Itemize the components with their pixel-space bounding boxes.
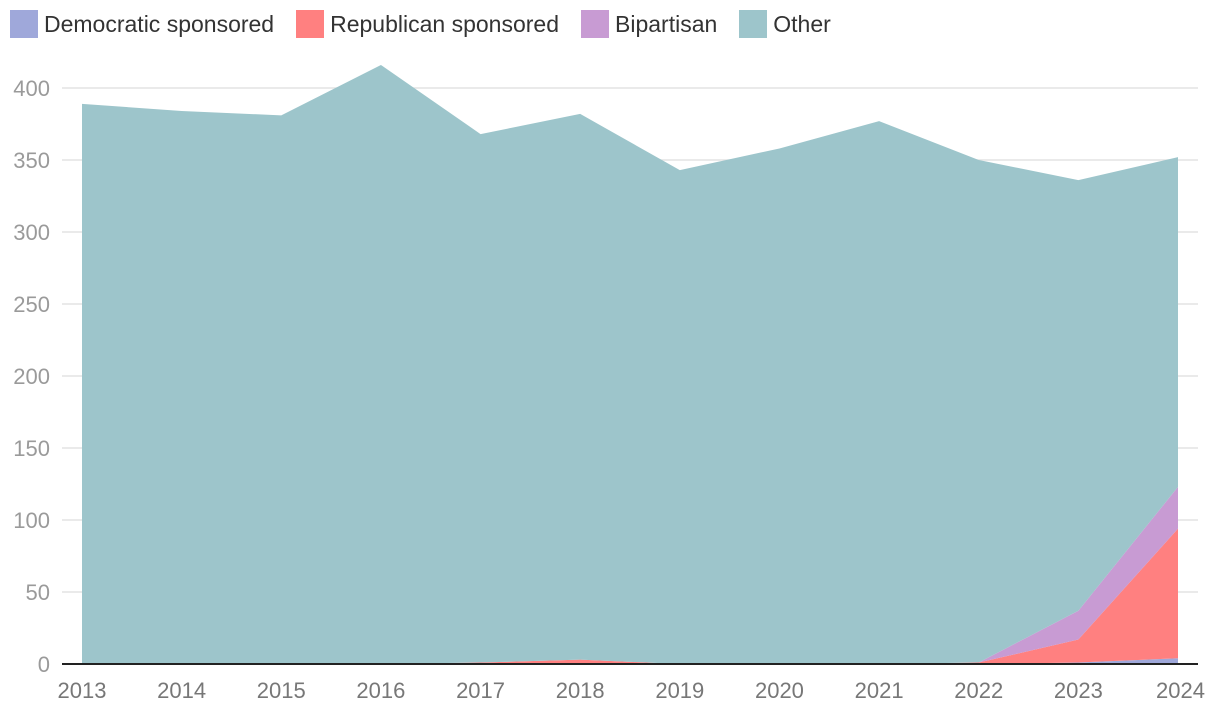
legend-item-other[interactable]: Other: [739, 10, 831, 38]
x-tick-label-2016: 2016: [356, 678, 405, 703]
area-other[interactable]: [82, 64, 1178, 664]
y-tick-label-0: 0: [38, 652, 50, 677]
y-tick-label-350: 350: [13, 148, 50, 173]
chart-legend: Democratic sponsored Republican sponsore…: [10, 10, 831, 38]
x-tick-label-2024: 2024: [1156, 678, 1205, 703]
legend-item-republican[interactable]: Republican sponsored: [296, 10, 559, 38]
x-tick-label-2019: 2019: [655, 678, 704, 703]
legend-item-democratic[interactable]: Democratic sponsored: [10, 10, 274, 38]
y-tick-label-300: 300: [13, 220, 50, 245]
x-tick-label-2013: 2013: [58, 678, 107, 703]
legend-swatch-republican: [296, 10, 325, 38]
y-tick-label-400: 400: [13, 76, 50, 101]
axes: 0 50 100 150 200 250 300 350 400 2013 2014 2015 2016…: [13, 76, 1205, 703]
legend-swatch-other: [739, 10, 768, 38]
legend-label-bipartisan: Bipartisan: [615, 10, 718, 37]
x-tick-label-2017: 2017: [456, 678, 505, 703]
x-tick-label-2014: 2014: [157, 678, 206, 703]
y-tick-label-200: 200: [13, 364, 50, 389]
legend-swatch-democratic: [10, 10, 38, 38]
y-tick-label-150: 150: [13, 436, 50, 461]
y-tick-label-50: 50: [26, 580, 50, 605]
legend-label-other: Other: [773, 10, 831, 37]
legend-label-republican: Republican sponsored: [330, 10, 559, 37]
y-tick-label-250: 250: [13, 292, 50, 317]
legend-label-democratic: Democratic sponsored: [44, 10, 275, 37]
x-tick-label-2020: 2020: [755, 678, 804, 703]
x-tick-label-2021: 2021: [855, 678, 904, 703]
legend-swatch-bipartisan: [581, 10, 609, 38]
x-tick-label-2018: 2018: [556, 678, 605, 703]
y-tick-label-100: 100: [13, 508, 50, 533]
area-republican-sponsored[interactable]: [82, 528, 1178, 664]
area-series: [82, 64, 1178, 664]
x-tick-label-2015: 2015: [257, 678, 306, 703]
x-tick-label-2022: 2022: [954, 678, 1003, 703]
legend-item-bipartisan[interactable]: Bipartisan: [581, 10, 717, 38]
x-tick-label-2023: 2023: [1054, 678, 1103, 703]
